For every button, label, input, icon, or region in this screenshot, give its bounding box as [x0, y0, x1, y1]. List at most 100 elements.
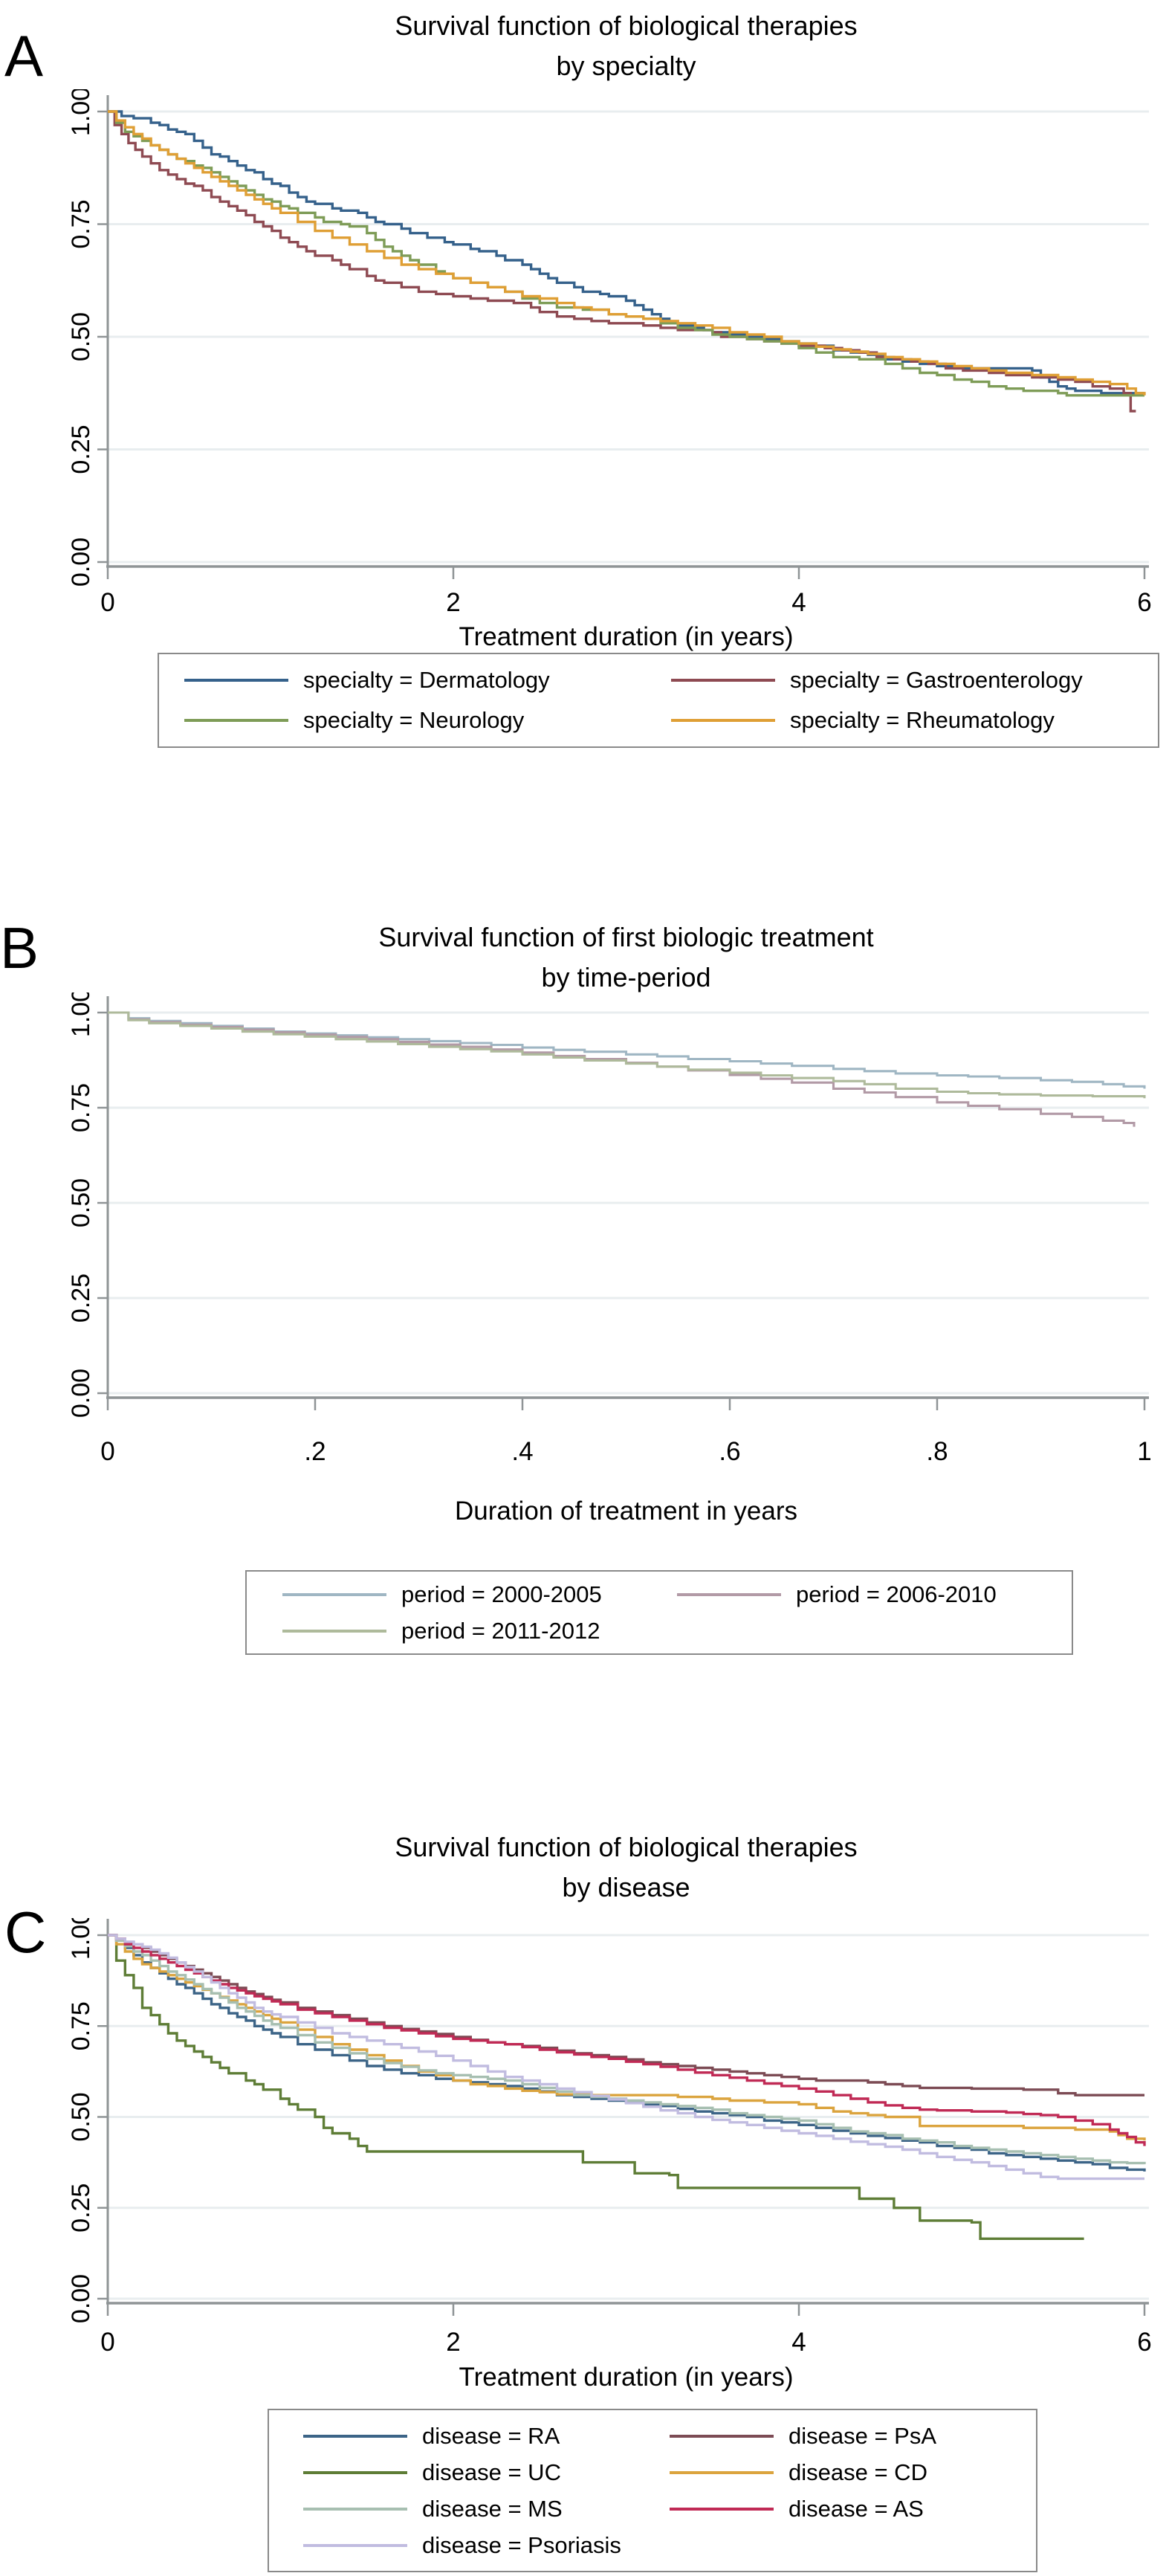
legend-specialty: specialty = Dermatology specialty = Gastr… [158, 653, 1159, 748]
legend-item-label: specialty = Rheumatology [790, 707, 1055, 733]
survival-curve-period-2011-2012 [108, 1011, 1146, 1099]
survival-curve-uc [108, 1934, 1084, 2240]
panel-c-title-line2: by disease [562, 1872, 690, 1902]
panel-b-label: B [0, 915, 39, 981]
legend-item-label: disease = RA [422, 2422, 560, 2449]
legend-item-as: disease = AS [670, 2496, 1036, 2522]
x-tick-label: 0 [100, 588, 114, 617]
survival-curve-as [108, 1934, 1146, 2146]
legend-swatch-cd [670, 2470, 774, 2474]
x-tick-label: .2 [304, 1437, 326, 1466]
x-tick-label: 0 [100, 1437, 114, 1466]
legend-swatch-psoriasis [303, 2543, 407, 2547]
y-tick-label: 0.50 [67, 312, 95, 361]
survival-curve-dermatology [108, 110, 1144, 395]
y-tick-label: 0.00 [67, 538, 95, 587]
y-tick-label: 0.75 [67, 199, 95, 248]
x-tick-label: .8 [926, 1437, 948, 1466]
y-tick-label: 0.00 [67, 1369, 95, 1418]
panel-c-title-line1: Survival function of biological therapie… [395, 1832, 858, 1862]
x-tick-label: 4 [791, 2328, 806, 2357]
y-tick-label: 1.00 [67, 992, 95, 1037]
panel-c-title: Survival function of biological therapie… [108, 1827, 1144, 1908]
legend-item-label: specialty = Dermatology [303, 667, 550, 693]
y-tick-label: 0.50 [67, 1178, 95, 1227]
x-axis-title: Duration of treatment in years [455, 1497, 797, 1526]
legend-item-gastroenterology: specialty = Gastroenterology [671, 667, 1158, 694]
legend-item-psa: disease = PsA [670, 2423, 1036, 2450]
x-tick-label: 6 [1137, 2328, 1151, 2357]
survival-curve-ra [108, 1934, 1146, 2172]
x-tick-label: .4 [511, 1437, 533, 1466]
legend-swatch-neurology [184, 719, 288, 722]
x-tick-label: 4 [791, 588, 806, 617]
survival-plot-time-period: 0.00 0.25 0.50 0.75 1.00 0 .2 .4 .6 .8 1 Duration o… [67, 992, 1152, 1526]
survival-plot-specialty: 0.00 0.25 0.50 0.75 1.00 0 2 4 6 Treatment durati… [67, 89, 1152, 651]
legend-item-psoriasis: disease = Psoriasis [303, 2532, 670, 2559]
survival-curve-cd [108, 1934, 1146, 2141]
panel-b-title-line1: Survival function of first biologic trea… [378, 922, 874, 952]
legend-swatch-dermatology [184, 679, 288, 682]
legend-item-ms: disease = MS [303, 2496, 670, 2522]
legend-item-label: period = 2006-2010 [796, 1581, 997, 1607]
y-tick-label: 0.75 [67, 2001, 95, 2050]
y-tick-label: 0.25 [67, 425, 95, 474]
legend-disease: disease = RA disease = PsA disease = UC dis… [268, 2409, 1037, 2572]
y-tick-label: 1.00 [67, 1918, 95, 1960]
y-tick-label: 0.50 [67, 2092, 95, 2141]
x-tick-label: 2 [446, 2328, 460, 2357]
panel-a-label: A [4, 23, 44, 88]
x-tick-label: 2 [446, 588, 460, 617]
y-tick-label: 1.00 [67, 89, 95, 136]
legend-swatch-period-2006-2010 [677, 1592, 781, 1596]
legend-time-period: period = 2000-2005 period = 2006-2010 peri… [245, 1570, 1073, 1655]
legend-item-label: specialty = Gastroenterology [790, 667, 1083, 693]
legend-swatch-as [670, 2507, 774, 2511]
panel-a-title-line2: by specialty [556, 51, 696, 81]
panel-a-title-line1: Survival function of biological therapie… [395, 10, 858, 41]
survival-curve-period-2000-2005 [108, 1011, 1146, 1089]
survival-curve-psoriasis [108, 1934, 1144, 2180]
survival-curve-gastroenterology [108, 110, 1136, 413]
legend-item-label: disease = AS [788, 2495, 924, 2522]
panel-a-title: Survival function of biological therapie… [108, 6, 1144, 86]
legend-item-dermatology: specialty = Dermatology [184, 667, 671, 694]
x-tick-label: 6 [1137, 588, 1151, 617]
legend-item-rheumatology: specialty = Rheumatology [671, 707, 1158, 734]
x-tick-label: 0 [100, 2328, 114, 2357]
survival-curve-ms [108, 1934, 1146, 2165]
legend-swatch-psa [670, 2434, 774, 2438]
survival-curve-rheumatology [108, 110, 1146, 396]
panel-b-title-line2: by time-period [541, 962, 711, 992]
legend-item-label: period = 2011-2012 [401, 1617, 600, 1644]
legend-item-cd: disease = CD [670, 2459, 1036, 2486]
panel-b-title: Survival function of first biologic trea… [108, 917, 1144, 998]
legend-item-period-2000-2005: period = 2000-2005 [282, 1581, 677, 1608]
x-axis-title: Treatment duration (in years) [459, 622, 794, 651]
legend-item-label: disease = UC [422, 2459, 561, 2485]
legend-swatch-ra [303, 2434, 407, 2438]
legend-swatch-period-2011-2012 [282, 1629, 386, 1633]
survival-plot-disease: 0.00 0.25 0.50 0.75 1.00 0 2 4 6 Treatment durati… [67, 1918, 1152, 2392]
legend-item-label: disease = MS [422, 2495, 563, 2522]
legend-item-uc: disease = UC [303, 2459, 670, 2486]
x-tick-label: .6 [719, 1437, 740, 1466]
x-tick-label: 1 [1137, 1437, 1151, 1466]
legend-item-ra: disease = RA [303, 2423, 670, 2450]
legend-swatch-gastroenterology [671, 679, 775, 682]
survival-curve-period-2006-2010 [108, 1011, 1136, 1127]
legend-swatch-period-2000-2005 [282, 1592, 386, 1596]
legend-item-label: specialty = Neurology [303, 707, 525, 733]
x-axis-title: Treatment duration (in years) [459, 2363, 794, 2392]
legend-item-neurology: specialty = Neurology [184, 707, 671, 734]
legend-item-period-2011-2012: period = 2011-2012 [282, 1618, 677, 1644]
legend-swatch-rheumatology [671, 719, 775, 722]
legend-swatch-ms [303, 2507, 407, 2511]
survival-curve-neurology [108, 110, 1144, 397]
y-tick-label: 0.25 [67, 2183, 95, 2233]
legend-item-label: disease = CD [788, 2459, 927, 2485]
legend-item-label: disease = PsA [788, 2422, 937, 2449]
legend-swatch-uc [303, 2470, 407, 2474]
y-tick-label: 0.00 [67, 2274, 95, 2323]
